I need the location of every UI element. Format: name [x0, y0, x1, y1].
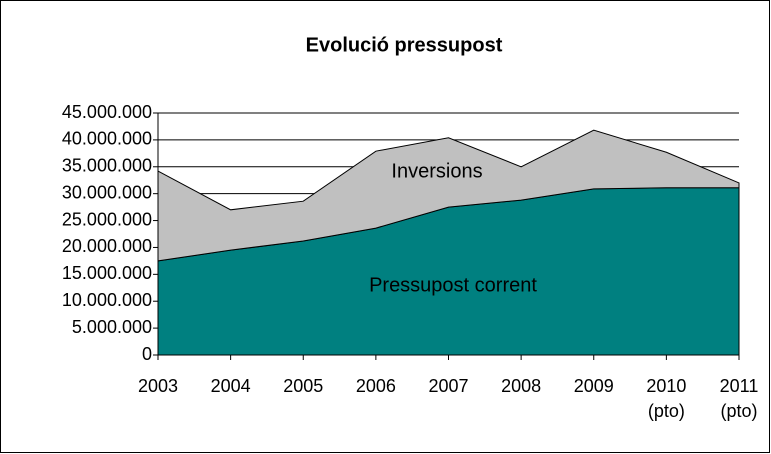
area: [157, 129, 740, 262]
x-tick-label: 2009: [573, 376, 614, 396]
x-tick-label: 2010 (pto): [646, 376, 687, 421]
x-tick-label: 2011 (pto): [719, 376, 759, 421]
y-tick-label: 20.000.000: [62, 236, 152, 256]
y-tick-label: 25.000.000: [62, 209, 152, 229]
x-tick-label: 2007: [428, 376, 469, 396]
y-tick-label: 35.000.000: [62, 156, 152, 176]
y-tick-label: 45.000.000: [62, 102, 152, 122]
y-tick-label: 0: [142, 344, 152, 364]
x-tick-label: 2008: [501, 376, 542, 396]
chart-title: Evolució pressupost: [306, 34, 503, 56]
series-label: Inversions: [391, 160, 482, 182]
y-tick-label: 30.000.000: [62, 182, 152, 202]
series-label: Pressupost corrent: [369, 274, 537, 296]
x-tick-label: 2005: [283, 376, 324, 396]
y-tick-label: 40.000.000: [62, 129, 152, 149]
y-tick-label: 5.000.000: [72, 317, 152, 337]
x-tick-label: 2004: [210, 376, 251, 396]
x-tick-label: 2003: [137, 376, 179, 396]
y-tick-label: 15.000.000: [62, 263, 152, 283]
x-tick-label: 2006: [355, 376, 396, 396]
y-tick-label: 10.000.000: [62, 290, 152, 310]
